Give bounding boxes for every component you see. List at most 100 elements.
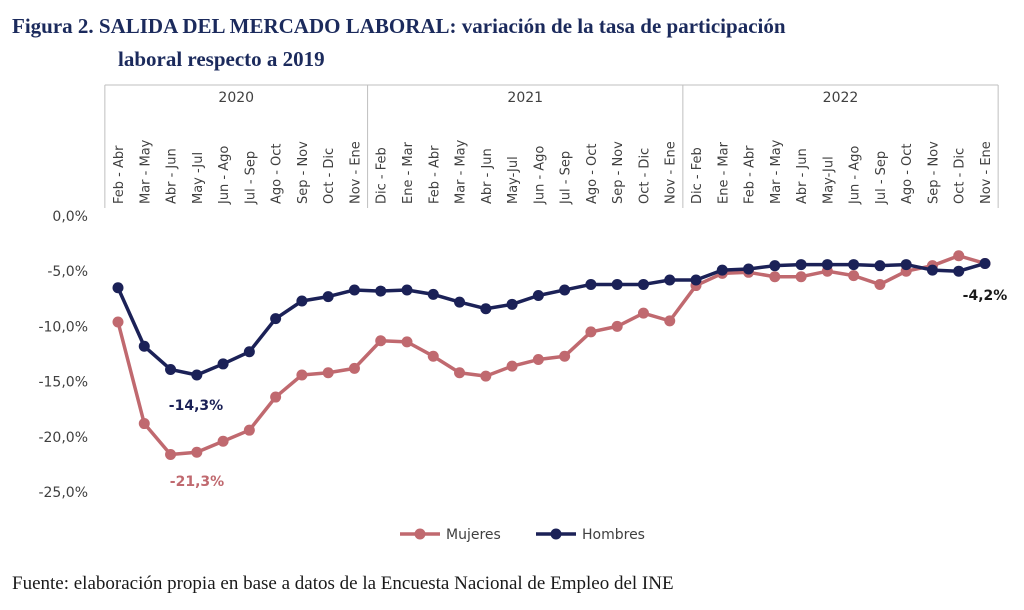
data-point	[270, 391, 282, 403]
data-point	[637, 307, 649, 319]
x-tick-label: Dic - Feb	[690, 147, 705, 204]
x-tick-label: Jun - Ago	[217, 146, 232, 205]
data-point	[112, 282, 124, 294]
data-point	[480, 303, 492, 315]
x-tick-label: Abr - Jun	[480, 148, 495, 204]
y-tick-label: -20,0%	[38, 430, 88, 446]
data-point	[165, 363, 177, 375]
x-tick-label: Jul - Sep	[559, 151, 574, 205]
data-point	[821, 259, 833, 271]
data-point	[611, 320, 623, 332]
data-point	[585, 326, 597, 338]
x-tick-label: Jul - Sep	[874, 151, 889, 205]
data-point	[191, 369, 203, 381]
data-point	[454, 367, 466, 379]
data-point	[322, 367, 334, 379]
data-point	[795, 259, 807, 271]
data-point	[480, 370, 492, 382]
x-tick-label: Oct - Dic	[322, 148, 337, 204]
chart-title: laboral respecto a 2019	[118, 47, 325, 71]
data-point	[427, 350, 439, 362]
legend-label: Mujeres	[446, 527, 501, 543]
data-point	[559, 284, 571, 296]
data-point	[296, 295, 308, 307]
plot-area: 0,0% -5,0% -10,0% -15,0% -20,0% -25,0% 2020 202…	[38, 84, 999, 543]
data-point	[348, 362, 360, 374]
source-note: Fuente: elaboración propia en base a dat…	[12, 573, 674, 594]
data-point	[874, 278, 886, 290]
x-tick-label: Sep - Nov	[926, 141, 941, 204]
data-point	[401, 284, 413, 296]
data-point	[743, 263, 755, 275]
chart-title: Figura 2. SALIDA DEL MERCADO LABORAL: va…	[12, 14, 786, 38]
x-tick-label: Oct - Dic	[953, 148, 968, 204]
data-point	[716, 264, 728, 276]
data-point	[926, 264, 938, 276]
annotation: -14,3%	[169, 398, 223, 414]
data-point	[664, 315, 676, 327]
data-point	[690, 274, 702, 286]
x-tick-label: Mar - May	[769, 139, 784, 204]
x-tick-label: Jul - Sep	[243, 151, 258, 205]
data-point	[848, 270, 860, 282]
x-tick-label: Jun - Ago	[848, 146, 863, 205]
legend-swatch	[550, 528, 562, 540]
x-tick-label: Nov - Ene	[348, 141, 363, 204]
x-tick-label: Jun - Ago	[532, 146, 547, 205]
series-line	[116, 253, 986, 457]
data-point	[401, 336, 413, 348]
data-point	[848, 259, 860, 271]
data-point	[532, 354, 544, 366]
data-point	[506, 298, 518, 310]
x-tick-label: May -Jul	[191, 152, 206, 204]
data-point	[165, 448, 177, 460]
x-tick-label: Abr - Jun	[165, 148, 180, 204]
data-point	[217, 358, 229, 370]
y-tick-label: -10,0%	[38, 319, 88, 335]
data-point	[874, 260, 886, 272]
x-tick-label: Abr - Jun	[795, 148, 810, 204]
x-tick-label: Oct - Dic	[637, 148, 652, 204]
data-point	[454, 296, 466, 308]
data-point	[322, 291, 334, 303]
x-tick-label: Mar - May	[454, 139, 469, 204]
x-tick-label: Ago - Oct	[900, 143, 915, 204]
x-tick-label: Feb - Abr	[427, 145, 442, 204]
data-point	[664, 274, 676, 286]
x-tick-label: Feb - Abr	[112, 145, 127, 204]
y-tick-label: -15,0%	[38, 375, 88, 391]
annotation: -21,3%	[170, 474, 224, 490]
x-tick-label: Nov - Ene	[979, 141, 994, 204]
legend-label: Hombres	[582, 527, 645, 543]
legend-swatch	[414, 528, 426, 540]
x-tick-label: Dic - Feb	[375, 147, 390, 204]
data-point	[375, 335, 387, 347]
data-point	[112, 316, 124, 328]
data-point	[427, 288, 439, 300]
data-point	[559, 350, 571, 362]
data-point	[953, 250, 965, 262]
data-point	[138, 418, 150, 430]
data-point	[769, 271, 781, 283]
data-point	[375, 285, 387, 297]
x-tick-label: Mar - May	[138, 139, 153, 204]
y-tick-label: -25,0%	[38, 485, 88, 501]
data-point	[979, 257, 991, 269]
data-point	[243, 346, 255, 358]
data-point	[217, 435, 229, 447]
x-tick-label: Ago - Oct	[585, 143, 600, 204]
series-line	[116, 261, 986, 377]
group-label: 2021	[507, 90, 543, 106]
data-point	[795, 271, 807, 283]
data-point	[611, 278, 623, 290]
data-point	[138, 340, 150, 352]
data-point	[532, 289, 544, 301]
x-tick-label: Sep - Nov	[296, 141, 311, 204]
x-tick-label: Nov - Ene	[664, 141, 679, 204]
x-tick-label: Ene - Mar	[401, 141, 416, 204]
annotation: -4,2%	[963, 288, 1008, 304]
x-tick-label: May-Jul	[821, 156, 836, 204]
data-point	[506, 360, 518, 372]
data-point	[270, 313, 282, 325]
data-point	[191, 446, 203, 458]
